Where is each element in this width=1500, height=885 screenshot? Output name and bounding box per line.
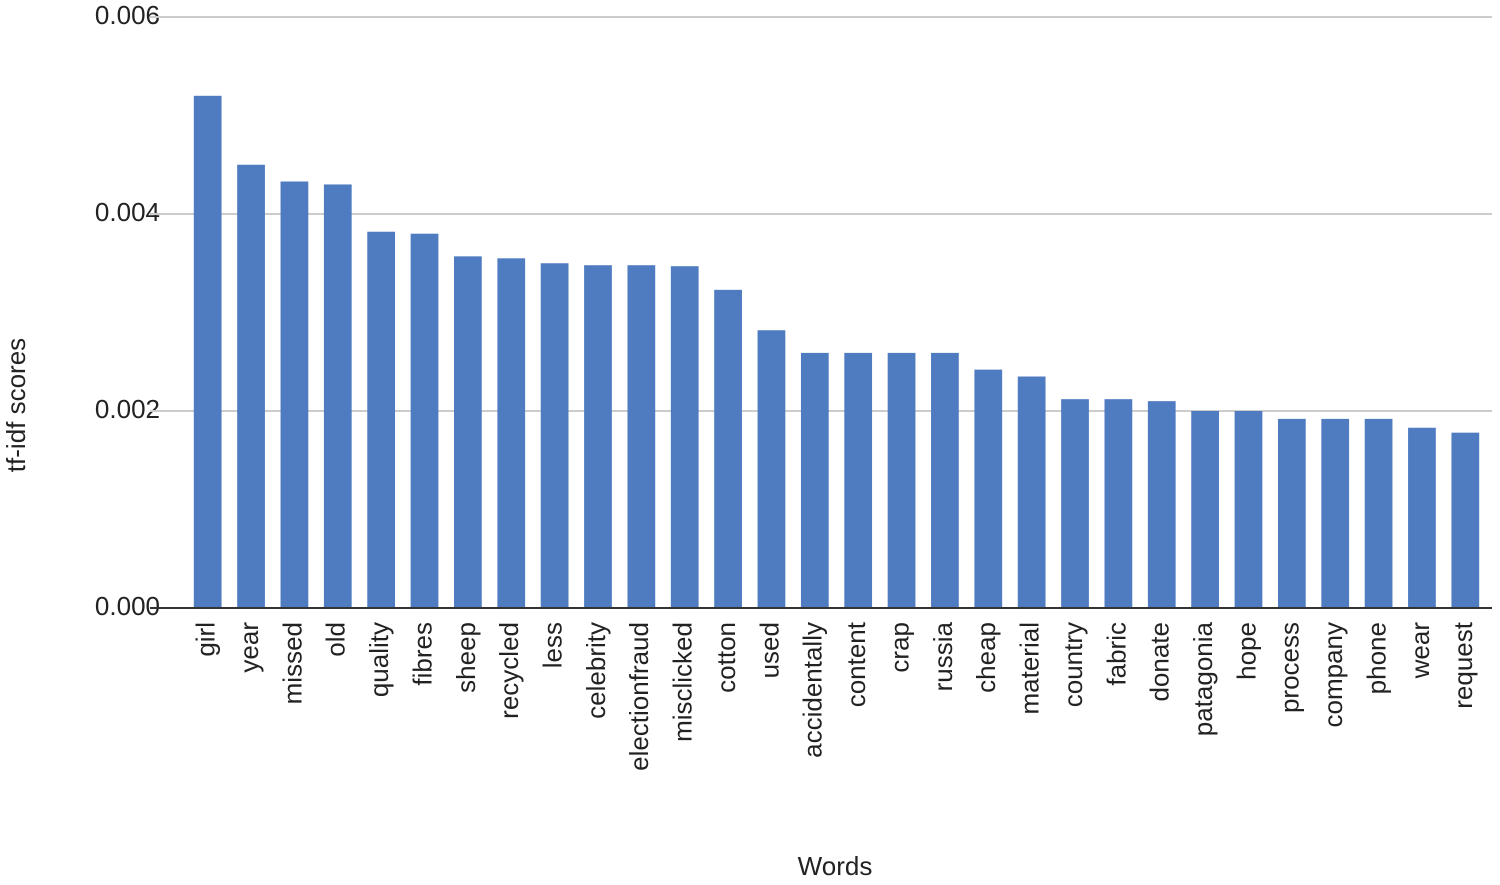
y-axis-title: tf-idf scores bbox=[1, 338, 31, 472]
x-tick-label: quality bbox=[364, 622, 394, 697]
x-tick-label: used bbox=[754, 622, 784, 678]
x-tick-label: hope bbox=[1231, 622, 1261, 680]
x-tick-label: cotton bbox=[711, 622, 741, 693]
x-tick-label: donate bbox=[1145, 622, 1175, 702]
x-tick-label: girl bbox=[191, 622, 221, 657]
x-tick-label: crap bbox=[884, 622, 914, 673]
bar bbox=[454, 256, 482, 608]
bar bbox=[193, 95, 222, 609]
bar bbox=[237, 164, 265, 608]
y-tick-label: 0.002 bbox=[95, 394, 160, 424]
x-tick-label: country bbox=[1058, 622, 1088, 707]
x-tick-label: content bbox=[841, 621, 871, 707]
bar bbox=[497, 258, 526, 608]
bar bbox=[410, 233, 439, 608]
bar bbox=[1017, 376, 1046, 608]
bar bbox=[844, 352, 873, 608]
y-tick-label: 0.004 bbox=[95, 197, 160, 227]
x-tick-label: recycled bbox=[494, 622, 524, 719]
x-tick-label: old bbox=[321, 622, 351, 657]
bar bbox=[1277, 418, 1306, 608]
x-tick-label: less bbox=[537, 622, 567, 668]
x-tick-label: cheap bbox=[971, 622, 1001, 693]
x-tick-label: fabric bbox=[1101, 622, 1131, 686]
bar bbox=[887, 352, 916, 608]
x-tick-label: misclicked bbox=[668, 622, 698, 742]
x-tick-label: material bbox=[1015, 622, 1045, 714]
bar bbox=[1061, 399, 1089, 608]
bar bbox=[1104, 399, 1133, 608]
bar bbox=[1451, 432, 1480, 608]
bar bbox=[670, 266, 699, 608]
bar bbox=[757, 330, 786, 608]
bar bbox=[974, 369, 1003, 608]
x-tick-label: accidentally bbox=[798, 622, 828, 758]
bar bbox=[584, 265, 612, 608]
bar bbox=[280, 181, 309, 608]
x-tick-label: company bbox=[1318, 622, 1348, 728]
bar bbox=[627, 265, 656, 608]
x-tick-label: process bbox=[1275, 622, 1305, 713]
x-tick-label: wear bbox=[1405, 622, 1435, 680]
bar bbox=[323, 184, 352, 608]
x-tick-label: year bbox=[234, 622, 264, 673]
x-tick-label: sheep bbox=[451, 622, 481, 693]
bar bbox=[1408, 427, 1436, 608]
x-tick-label: request bbox=[1448, 621, 1478, 708]
bar bbox=[1147, 401, 1176, 608]
x-tick-label: fibres bbox=[407, 622, 437, 686]
bar bbox=[1321, 418, 1350, 608]
x-tick-label: patagonia bbox=[1188, 621, 1218, 736]
bar bbox=[367, 231, 396, 609]
bar bbox=[540, 263, 569, 608]
x-tick-label: phone bbox=[1361, 622, 1391, 694]
bar bbox=[931, 352, 959, 608]
x-tick-label: celebrity bbox=[581, 622, 611, 719]
bar bbox=[714, 289, 742, 608]
y-tick-label: 0.006 bbox=[95, 0, 160, 30]
x-tick-label: electionfraud bbox=[624, 622, 654, 771]
x-axis-title: Words bbox=[798, 851, 873, 881]
bar bbox=[1191, 411, 1219, 608]
y-tick-label: 0.000 bbox=[95, 591, 160, 621]
x-tick-label: russia bbox=[928, 621, 958, 691]
bar bbox=[800, 352, 829, 608]
x-tick-label: missed bbox=[277, 622, 307, 704]
bar bbox=[1234, 411, 1263, 608]
bar bbox=[1364, 418, 1393, 608]
